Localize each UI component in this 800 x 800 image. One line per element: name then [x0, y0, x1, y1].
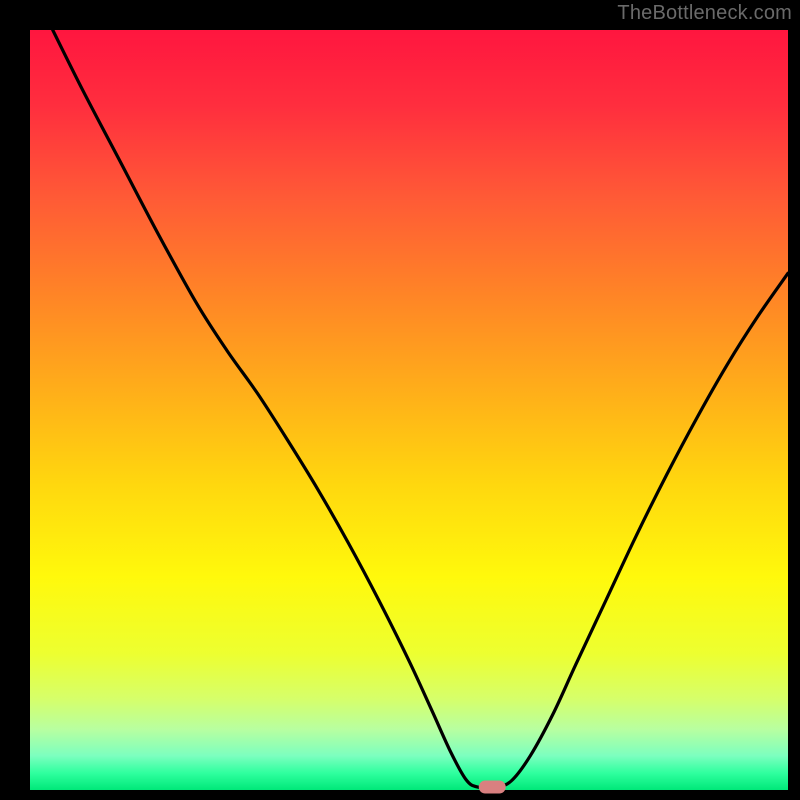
- optimum-marker: [479, 781, 506, 794]
- chart-frame: TheBottleneck.com: [0, 0, 800, 800]
- bottleneck-curve: [30, 30, 788, 790]
- plot-area: [30, 30, 788, 790]
- watermark-text: TheBottleneck.com: [617, 2, 792, 25]
